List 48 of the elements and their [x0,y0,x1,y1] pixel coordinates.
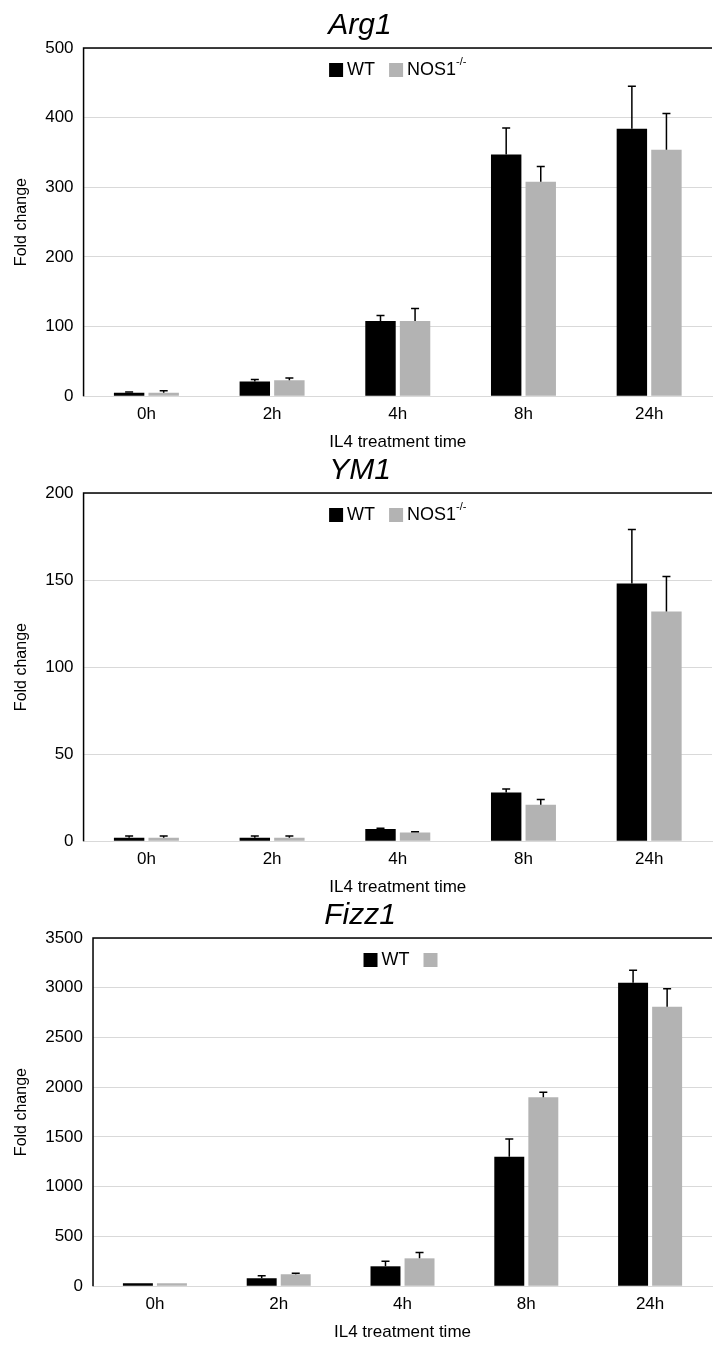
x-axis-title: IL4 treatment time [329,877,467,897]
x-tick-label: 2h [269,1294,289,1314]
y-tick-label: 500 [45,37,74,57]
x-tick-label: 8h [514,404,533,424]
x-tick-label: 4h [388,404,408,424]
x-tick-label: 24h [634,404,664,424]
y-tick-label: 300 [45,176,74,196]
y-axis-title: Fold change [12,177,30,267]
x-tick-label: 2h [262,404,282,424]
y-tick-label: 100 [45,316,74,336]
y-tick-label: 0 [64,385,74,405]
x-tick-label: 24h [634,849,664,869]
legend-label: WT [347,503,376,524]
legend-label: NOS1-/- [407,55,467,79]
y-tick-label: 400 [45,107,74,127]
y-tick-label: 0 [64,830,74,850]
y-tick-label: 1500 [45,1126,84,1146]
x-tick-label: 8h [514,849,533,869]
legend-label: NOS1-/- [407,500,467,524]
y-tick-label: 200 [45,482,74,502]
y-tick-label: 150 [45,569,74,589]
y-tick-label: 50 [54,743,74,763]
chart-title: Fizz1 [324,897,396,931]
y-tick-label: 3000 [45,977,84,997]
y-axis-title: Fold change [12,1067,30,1157]
y-axis-title: Fold change [12,622,30,712]
x-tick-label: 4h [388,849,408,869]
legend-label: WT [347,58,376,79]
y-tick-label: 100 [45,656,74,676]
y-tick-label: 3500 [45,927,84,947]
x-axis-title: IL4 treatment time [329,432,467,452]
x-tick-label: 4h [393,1294,412,1314]
chart-title: YM1 [329,452,391,486]
y-tick-label: 2000 [45,1076,84,1096]
x-tick-label: 0h [136,849,156,869]
y-tick-label: 0 [73,1275,84,1295]
chart-title: Arg1 [326,7,392,41]
y-tick-label: 1000 [45,1176,84,1196]
x-tick-label: 24h [635,1294,665,1314]
legend-label: WT [381,948,410,969]
x-axis-title: IL4 treatment time [334,1322,472,1342]
x-tick-label: 8h [516,1294,536,1314]
x-tick-label: 0h [145,1294,165,1314]
y-tick-label: 500 [54,1226,84,1246]
y-tick-label: 2500 [45,1027,84,1047]
y-tick-label: 200 [45,246,74,266]
x-tick-label: 0h [136,404,156,424]
x-tick-label: 2h [262,849,282,869]
